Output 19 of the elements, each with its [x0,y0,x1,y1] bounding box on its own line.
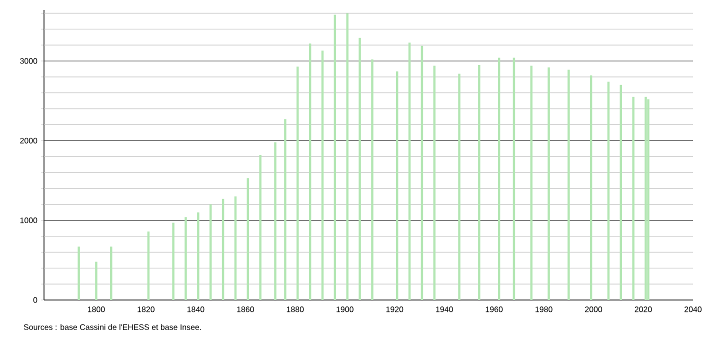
bar [458,74,460,300]
bar [358,38,361,300]
bar [110,246,112,300]
bar [172,222,174,300]
bar [644,96,647,300]
bar [647,99,650,300]
bar [568,70,570,300]
bar [78,246,80,300]
bar [371,59,374,300]
bar [478,64,480,300]
bar [197,212,200,300]
bar [184,217,187,300]
bar [95,262,98,300]
bar [274,142,276,300]
bar [284,119,286,300]
bar [259,155,262,300]
bar [548,67,550,300]
bar [296,66,299,300]
bar [632,96,634,300]
